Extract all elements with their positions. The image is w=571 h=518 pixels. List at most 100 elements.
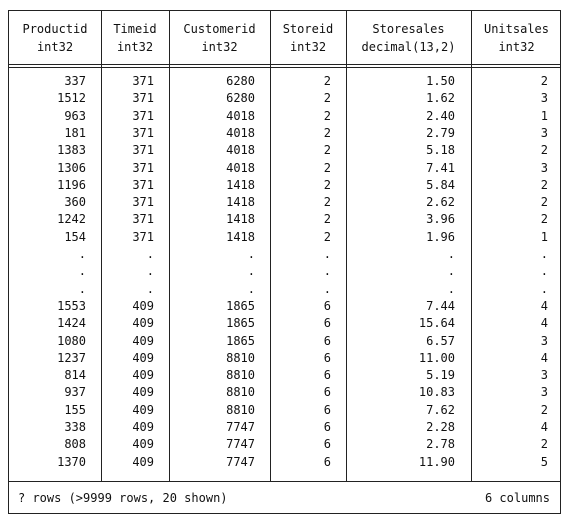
column-type: int32 [289, 40, 327, 54]
column-divider [169, 11, 170, 481]
table-row[interactable]: 155 409 8810 6 7.62 2 [9, 402, 560, 419]
table-cell: . [146, 247, 154, 261]
column-header-customerid[interactable]: Customerid int32 [169, 20, 270, 56]
table-cell: 4 [540, 316, 548, 331]
table-cell: 409 [132, 402, 154, 417]
column-divider [346, 11, 347, 481]
table-cell: 3 [540, 91, 548, 106]
table-cell: 371 [132, 108, 154, 123]
table-cell: 2 [540, 177, 548, 192]
table-row[interactable]: 1306 371 4018 2 7.41 3 [9, 160, 560, 177]
table-cell: 5.19 [426, 368, 455, 383]
table-cell: 337 [64, 74, 86, 88]
column-type: int32 [201, 40, 238, 54]
table-row[interactable]: 1196 371 1418 2 5.84 2 [9, 177, 560, 194]
table-cell: 5.84 [426, 177, 455, 192]
table-cell: 2.62 [426, 195, 455, 210]
table-cell: 2 [323, 160, 331, 175]
column-header-timeid[interactable]: Timeid int32 [101, 20, 169, 56]
table-row[interactable]: 1383 371 4018 2 5.18 2 [9, 142, 560, 159]
table-cell: 155 [64, 402, 86, 417]
footer-divider [9, 481, 560, 482]
column-type: int32 [498, 40, 535, 54]
table-row[interactable]: 1553 409 1865 6 7.44 4 [9, 298, 560, 315]
table-row[interactable]: 1242 371 1418 2 3.96 2 [9, 211, 560, 228]
column-header-storesales[interactable]: Storesales decimal(13,2) [346, 20, 471, 56]
table-cell: 15.64 [418, 316, 455, 331]
table-cell: 1418 [226, 212, 255, 227]
table-cell: 2.79 [426, 125, 455, 140]
column-divider [471, 11, 472, 481]
table-cell: 371 [132, 125, 154, 140]
table-cell: 8810 [226, 350, 255, 365]
table-cell: 6 [323, 316, 331, 331]
table-cell: 1196 [57, 177, 86, 192]
table-row[interactable]: 1512 371 6280 2 1.62 3 [9, 90, 560, 107]
table-cell: 1383 [57, 143, 86, 158]
column-header-storeid[interactable]: Storeid int32 [270, 20, 346, 56]
table-cell: 7747 [226, 454, 255, 469]
column-count-label: 6 columns [484, 491, 550, 505]
table-cell: 4 [540, 298, 548, 313]
table-row[interactable]: ...... [9, 246, 560, 263]
table-cell: 409 [132, 437, 154, 452]
table-cell: 6 [323, 350, 331, 365]
table-row[interactable]: 360 371 1418 2 2.62 2 [9, 194, 560, 211]
table-row[interactable]: 814 409 8810 6 5.19 3 [9, 367, 560, 384]
column-header-unitsales[interactable]: Unitsales int32 [471, 20, 562, 56]
column-name: Storesales [372, 22, 445, 36]
table-cell: 6 [323, 437, 331, 452]
column-type: decimal(13,2) [361, 40, 456, 54]
table-cell: . [323, 247, 331, 261]
table-row[interactable]: 337 371 6280 2 1.50 2 [9, 73, 560, 90]
table-cell: . [78, 247, 86, 261]
table-cell: 3 [540, 160, 548, 175]
table-cell: 1080 [57, 333, 86, 348]
table-cell: 338 [64, 420, 86, 434]
table-cell: 808 [64, 437, 86, 452]
table-cell: 3 [540, 125, 548, 140]
table-cell: 154 [64, 229, 86, 244]
table-cell: 1865 [226, 333, 255, 348]
table-cell: 2 [540, 195, 548, 210]
table-cell: 2 [323, 143, 331, 158]
table-cell: 7.41 [426, 160, 455, 175]
table-row[interactable]: 937 409 8810 6 10.83 3 [9, 384, 560, 401]
table-cell: 7747 [226, 437, 255, 452]
table-cell: . [447, 247, 455, 261]
table-cell: 6 [323, 333, 331, 348]
table-cell: 7.44 [426, 298, 455, 313]
table-cell: 2 [323, 212, 331, 227]
table-header: Productid int32 Timeid int32 Customerid … [9, 11, 560, 64]
table-cell: 4018 [226, 143, 255, 158]
table-cell: 3 [540, 385, 548, 400]
table-row[interactable]: 1080 409 1865 6 6.57 3 [9, 333, 560, 350]
table-cell: 11.00 [418, 350, 455, 365]
table-cell: 371 [132, 160, 154, 175]
table-row[interactable]: 338 409 7747 6 2.28 4 [9, 419, 560, 436]
table-cell: 6.57 [426, 333, 455, 348]
table-row[interactable]: 181 371 4018 2 2.79 3 [9, 125, 560, 142]
table-row[interactable]: 808 409 7747 6 2.78 2 [9, 436, 560, 453]
table-cell: 963 [64, 108, 86, 123]
table-row[interactable]: 963 371 4018 2 2.40 1 [9, 108, 560, 125]
table-cell: 371 [132, 229, 154, 244]
column-name: Productid [22, 22, 88, 36]
table-row[interactable]: 154 371 1418 2 1.96 1 [9, 229, 560, 246]
table-cell: 2 [323, 74, 331, 88]
table-cell: 1306 [57, 160, 86, 175]
table-cell: 1.50 [426, 74, 455, 88]
table-row[interactable]: ...... [9, 263, 560, 280]
table-cell: 409 [132, 350, 154, 365]
column-header-productid[interactable]: Productid int32 [9, 20, 101, 56]
table-cell: 1 [540, 108, 548, 123]
header-divider [9, 67, 560, 68]
table-row[interactable]: 1424 409 1865 6 15.64 4 [9, 315, 560, 332]
table-cell: . [540, 247, 548, 261]
table-cell: 11.90 [418, 454, 455, 469]
table-row[interactable]: 1237 409 8810 6 11.00 4 [9, 350, 560, 367]
table-row[interactable]: ...... [9, 281, 560, 298]
table-cell: . [146, 264, 154, 279]
table-cell: . [247, 264, 255, 279]
table-row[interactable]: 1370 409 7747 6 11.90 5 [9, 454, 560, 471]
